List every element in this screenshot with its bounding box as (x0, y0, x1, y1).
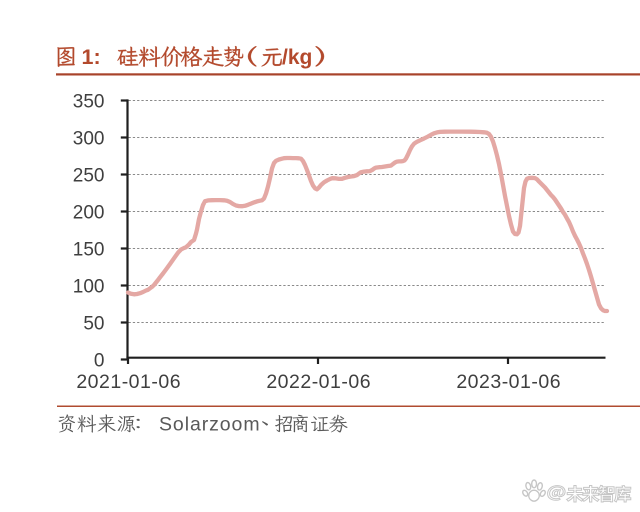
svg-text:1:: 1: (82, 45, 101, 69)
svg-text:150: 150 (73, 239, 105, 260)
svg-text:2023-01-06: 2023-01-06 (456, 371, 561, 393)
svg-text:250: 250 (73, 165, 105, 186)
svg-text:350: 350 (73, 91, 105, 112)
svg-text:300: 300 (73, 128, 105, 149)
svg-text:Solarzoom: Solarzoom (159, 414, 261, 436)
svg-text:100: 100 (73, 276, 105, 297)
svg-text:0: 0 (94, 350, 105, 371)
svg-text:2022-01-06: 2022-01-06 (266, 371, 371, 393)
svg-text:50: 50 (83, 313, 104, 334)
svg-text:/kg: /kg (282, 46, 312, 69)
svg-text:200: 200 (73, 202, 105, 223)
svg-text:2021-01-06: 2021-01-06 (76, 371, 181, 393)
